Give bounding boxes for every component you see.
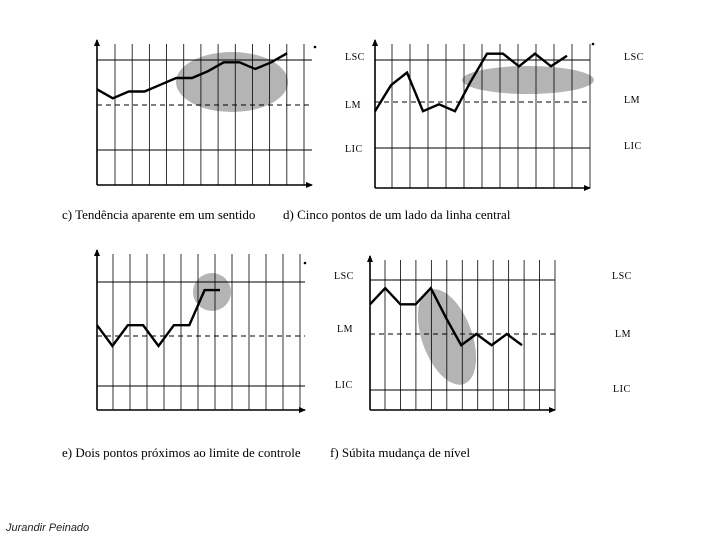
data-series-c <box>96 52 288 100</box>
lower-limit-label: LIC <box>613 384 631 395</box>
chart-c-trend: LSC LM LIC <box>94 39 365 188</box>
upper-limit-label: LSC <box>345 52 365 63</box>
center-line-label: LM <box>624 95 640 106</box>
caption-c: c) Tendência aparente em um sentido <box>62 207 256 222</box>
caption-e: e) Dois pontos próximos ao limite de con… <box>62 445 301 460</box>
chart-d-five-points: LSC LM LIC <box>372 39 644 191</box>
y-axis-arrow <box>94 249 100 256</box>
data-series-f <box>369 286 523 347</box>
highlight-ellipse-e <box>193 273 231 311</box>
marker-dot <box>591 42 595 46</box>
upper-limit-label: LSC <box>334 271 354 282</box>
chart-e-near-limit: LSC LM LIC <box>94 249 354 413</box>
caption-f: f) Súbita mudança de nível <box>330 445 471 460</box>
y-axis-arrow <box>367 255 373 262</box>
marker-dot <box>313 45 317 49</box>
data-series-d <box>373 52 568 113</box>
upper-limit-label: LSC <box>624 52 644 63</box>
x-axis-arrow <box>306 182 313 188</box>
lower-limit-label: LIC <box>345 144 363 155</box>
center-line-label: LM <box>345 100 361 111</box>
highlight-ellipse-d <box>462 66 594 94</box>
chart-f-level-shift: LSC LM LIC <box>367 255 632 413</box>
data-series-e <box>96 288 220 349</box>
upper-limit-label: LSC <box>612 271 632 282</box>
caption-d: d) Cinco pontos de um lado da linha cent… <box>283 207 511 222</box>
x-axis-arrow <box>299 407 306 413</box>
center-line-label: LM <box>615 329 631 340</box>
center-line-label: LM <box>337 324 353 335</box>
marker-dot <box>303 261 307 265</box>
x-axis-arrow <box>584 185 591 191</box>
y-axis-arrow <box>372 39 378 46</box>
y-axis-arrow <box>94 39 100 46</box>
author-credit: Jurandir Peinado <box>6 522 90 534</box>
lower-limit-label: LIC <box>624 141 642 152</box>
lower-limit-label: LIC <box>335 380 353 391</box>
x-axis-arrow <box>549 407 556 413</box>
